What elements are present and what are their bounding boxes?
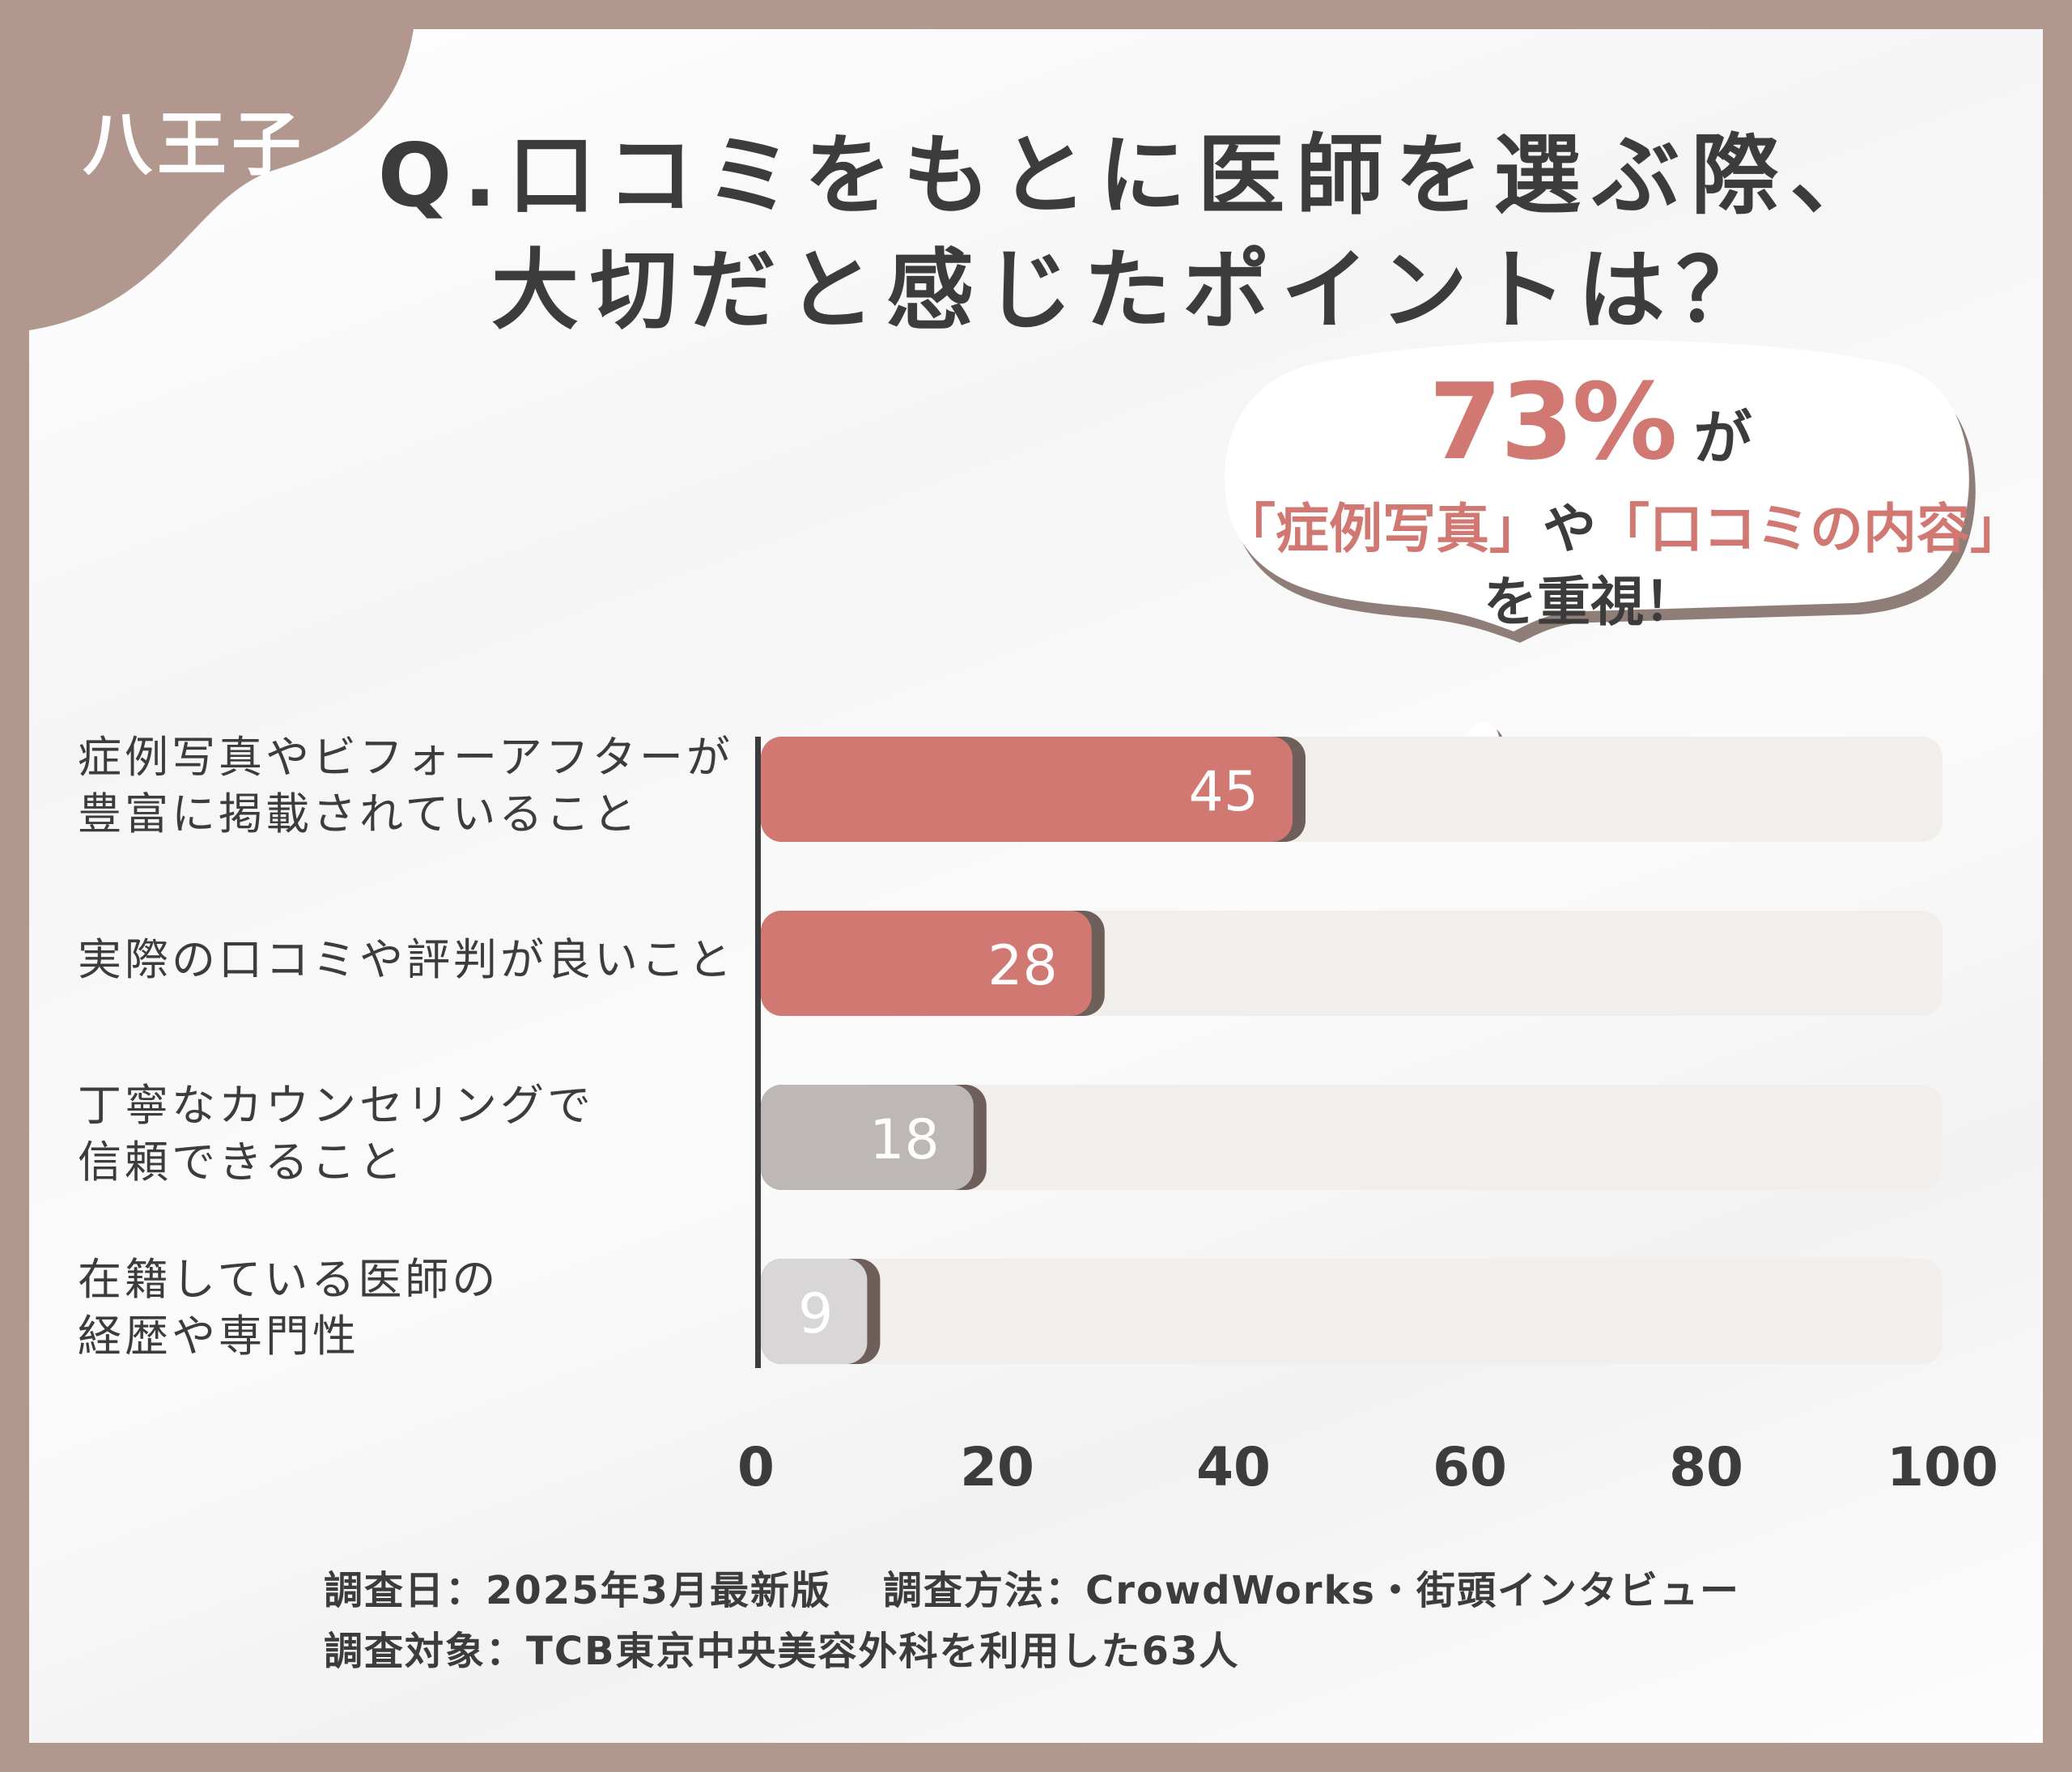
category-label-line: 信頼できること bbox=[78, 1137, 405, 1188]
callout-line-3: を重視！ bbox=[1484, 571, 1697, 633]
region-tag: 八王子 bbox=[83, 104, 306, 185]
x-tick-label: 40 bbox=[1196, 1436, 1271, 1498]
speech-bubble bbox=[1225, 340, 1976, 777]
category-label-line: 丁寧なカウンセリングで bbox=[78, 1080, 594, 1131]
corner-tab bbox=[29, 29, 414, 330]
survey-target: 調査対象：TCB東京中央美容外科を利用した63人 bbox=[324, 1629, 1240, 1674]
survey-method: 調査方法：CrowdWorks・街頭インタビュー bbox=[883, 1568, 1740, 1613]
y-axis-line bbox=[755, 737, 761, 1368]
callout-particle: が bbox=[1693, 404, 1752, 472]
callout-line-2: 「症例写真」や「口コミの内容」 bbox=[1222, 486, 2023, 563]
survey-date: 調査日：2025年3月最新版 bbox=[324, 1568, 831, 1613]
callout-headline: 73% が bbox=[1222, 360, 1959, 483]
bar bbox=[761, 1259, 868, 1364]
category-label-line: 経歴や専門性 bbox=[78, 1311, 359, 1362]
bar-value-label: 18 bbox=[869, 1108, 940, 1172]
bar-value-label: 28 bbox=[987, 934, 1058, 998]
page-title-line-1: Q.口コミをもとに医師を選ぶ際、 bbox=[377, 125, 1889, 227]
category-label-line: 豊富に掲載されていること bbox=[78, 788, 640, 839]
callout-highlight-1: 「症例写真」 bbox=[1222, 498, 1543, 560]
category-label-line: 実際の口コミや評判が良いこと bbox=[78, 934, 735, 985]
bar-value-label: 45 bbox=[1188, 760, 1259, 824]
bar-value-label: 9 bbox=[798, 1282, 833, 1346]
category-label-line: 症例写真やビフォーアフターが bbox=[78, 732, 733, 783]
category-label: 実際の口コミや評判が良いこと bbox=[78, 932, 749, 988]
x-tick-label: 80 bbox=[1669, 1436, 1743, 1498]
x-tick-label: 60 bbox=[1433, 1436, 1507, 1498]
infographic-card: 八王子 bbox=[29, 29, 2043, 1743]
bar bbox=[761, 737, 1293, 842]
x-tick-label: 20 bbox=[960, 1436, 1034, 1498]
category-label: 症例写真やビフォーアフターが 豊富に掲載されていること bbox=[78, 729, 749, 843]
x-tick-label: 100 bbox=[1887, 1436, 1998, 1498]
category-label: 在籍している医師の 経歴や専門性 bbox=[78, 1251, 749, 1365]
bar bbox=[761, 911, 1092, 1016]
category-label: 丁寧なカウンセリングで 信頼できること bbox=[78, 1077, 749, 1191]
callout-highlight-2: 「口コミの内容」 bbox=[1596, 498, 2023, 560]
page-title-line-2: 大切だと感じたポイントは？ bbox=[490, 240, 1775, 342]
bar-track bbox=[761, 1085, 1942, 1190]
callout-connector: や bbox=[1543, 498, 1596, 560]
bar-track bbox=[761, 1259, 1942, 1364]
callout-percent: 73% bbox=[1429, 360, 1677, 483]
survey-info-line-1: 調査日：2025年3月最新版 調査方法：CrowdWorks・街頭インタビュー bbox=[324, 1558, 1740, 1615]
category-label-line: 在籍している医師の bbox=[78, 1254, 499, 1305]
x-tick-label: 0 bbox=[737, 1436, 775, 1498]
bar bbox=[761, 1085, 974, 1190]
